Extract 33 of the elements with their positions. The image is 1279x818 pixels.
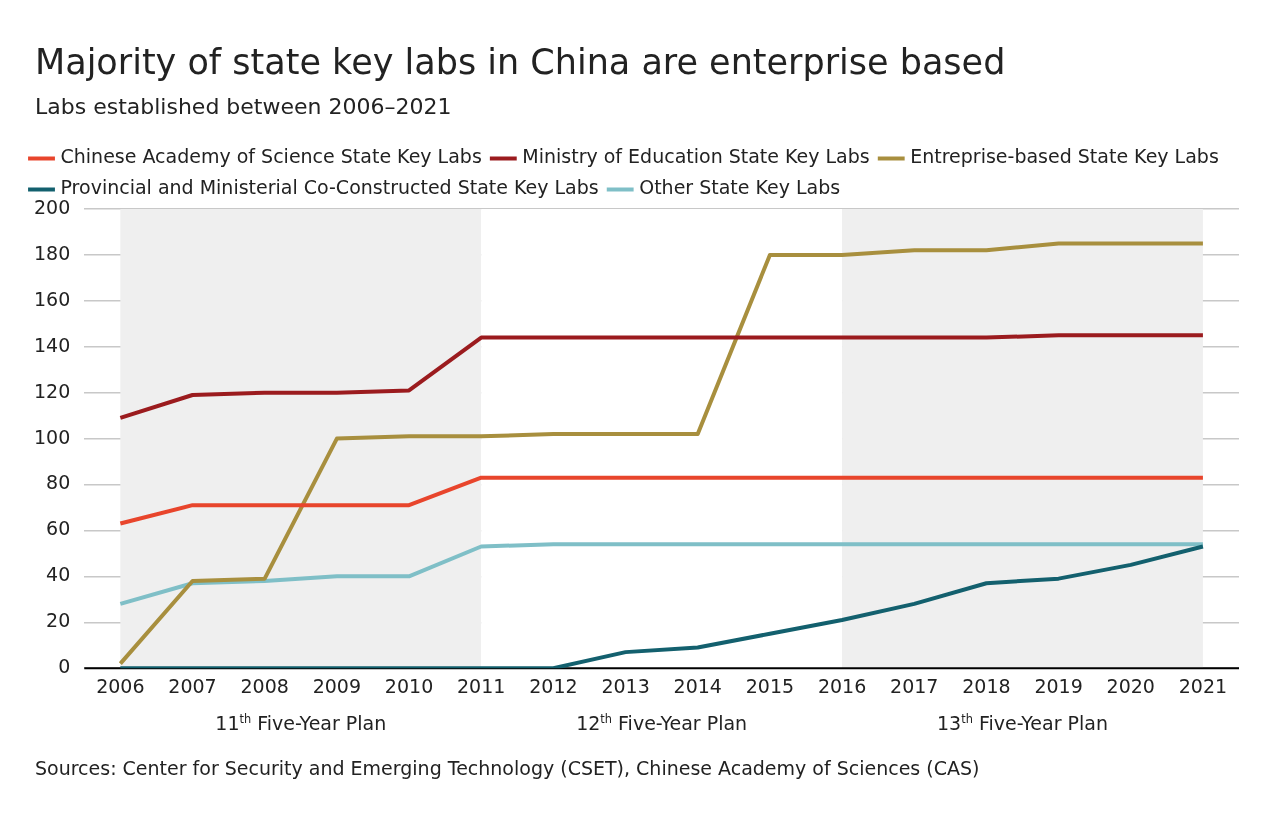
x-tick-label: 2019 (1034, 674, 1083, 697)
legend-label: Other State Key Labs (639, 176, 841, 199)
y-tick-label: 20 (46, 609, 71, 632)
x-tick-label: 2012 (529, 674, 578, 697)
y-tick-label: 40 (46, 563, 71, 586)
y-tick-label: 80 (46, 471, 71, 494)
legend-label: Chinese Academy of Science State Key Labs (60, 145, 482, 168)
y-tick-label: 60 (46, 517, 71, 540)
y-tick-label: 180 (34, 241, 71, 264)
x-tick-label: 2014 (673, 674, 722, 697)
x-tick-label: 2018 (962, 674, 1011, 697)
x-tick-label: 2011 (457, 674, 506, 697)
x-tick-label: 2007 (168, 674, 217, 697)
y-tick-label: 140 (34, 333, 71, 356)
x-tick-label: 2021 (1178, 674, 1228, 697)
x-tick-label: 2010 (384, 674, 434, 697)
source-note: Sources: Center for Security and Emerging Technology (CSET), Chinese Academy of Sciences (CAS) (34, 757, 981, 779)
x-tick-label: 2013 (601, 674, 650, 697)
x-tick-label: 2008 (240, 674, 289, 697)
x-tick-label: 2015 (745, 674, 795, 697)
y-tick-label: 0 (58, 655, 71, 678)
x-tick-label: 2006 (96, 674, 145, 697)
x-tick-label: 2016 (817, 674, 867, 697)
y-tick-label: 100 (34, 425, 71, 448)
legend-label: Ministry of Education State Key Labs (522, 145, 870, 168)
x-tick-label: 2020 (1106, 674, 1155, 697)
y-tick-label: 160 (34, 287, 71, 310)
x-tick-label: 2009 (312, 674, 362, 697)
legend-label: Entreprise-based State Key Labs (910, 145, 1219, 168)
chart-subtitle: Labs established between 2006–2021 (34, 93, 453, 119)
x-tick-label: 2017 (890, 674, 939, 697)
chart-title: Majority of state key labs in China are enterprise based (34, 41, 1007, 82)
y-tick-label: 120 (34, 379, 71, 402)
